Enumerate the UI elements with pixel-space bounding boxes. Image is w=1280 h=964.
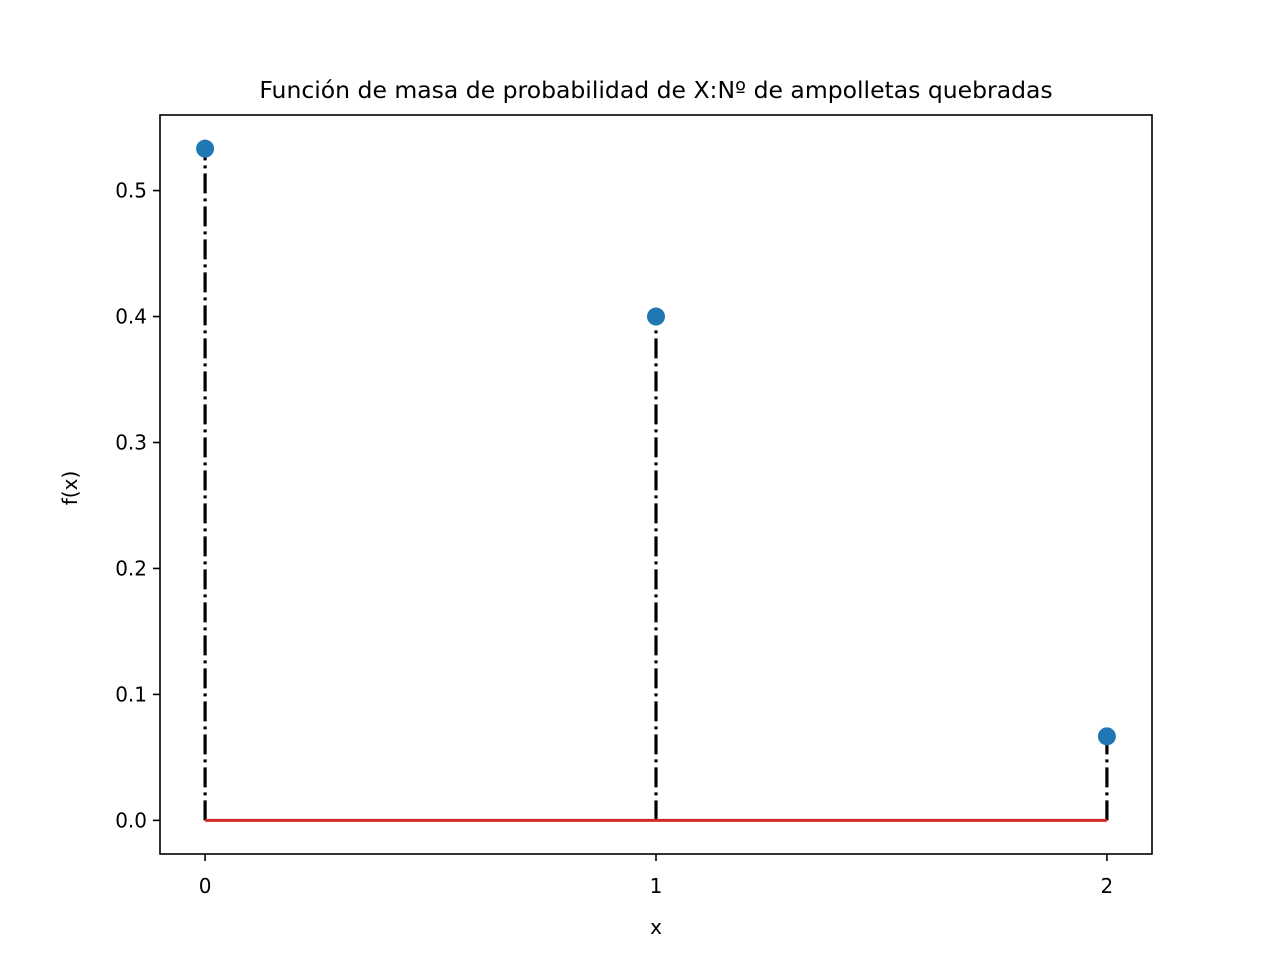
- y-tick-label: 0.4: [115, 305, 147, 329]
- data-point: [647, 307, 665, 326]
- axes-frame: [159, 114, 1153, 855]
- y-axis-label: f(x): [58, 471, 82, 505]
- y-axis-ticks: 0.0 0.1 0.2 0.3 0.4 0.5: [115, 179, 160, 832]
- y-tick-label: 0.2: [115, 556, 147, 580]
- x-tick-label: 0: [199, 874, 212, 898]
- data-point: [1097, 727, 1116, 746]
- x-axis-ticks: 0 1 2: [199, 854, 1114, 898]
- data-point: [196, 139, 215, 158]
- stem-lines: [203, 148, 1109, 821]
- y-tick-label: 0.5: [115, 179, 147, 203]
- y-tick-label: 0.1: [115, 682, 147, 706]
- chart-title: Función de masa de probabilidad de X:Nº …: [259, 76, 1052, 104]
- y-tick-label: 0.0: [115, 808, 147, 832]
- y-tick-label: 0.3: [115, 430, 147, 454]
- data-markers: [196, 139, 1116, 746]
- x-tick-label: 2: [1101, 874, 1114, 898]
- x-tick-label: 1: [650, 874, 663, 898]
- x-axis-label: x: [650, 915, 662, 939]
